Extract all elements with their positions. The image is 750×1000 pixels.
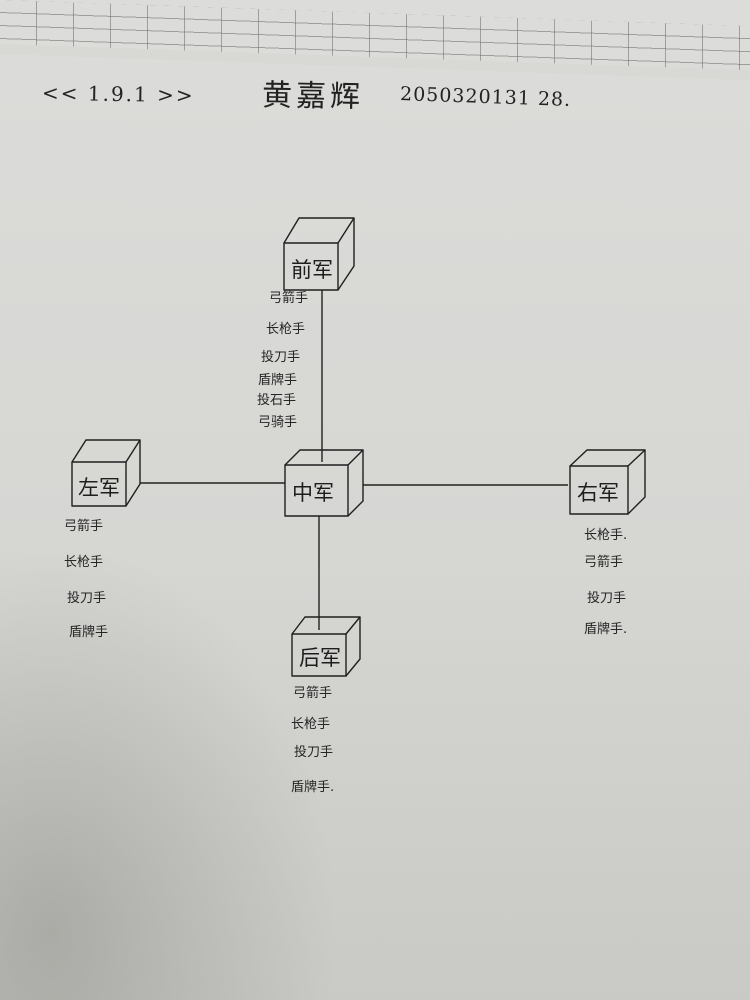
left-role-4: 盾牌手 xyxy=(69,624,108,640)
left-role-2: 长枪手 xyxy=(64,554,103,570)
rear-role-4: 盾牌手. xyxy=(291,779,334,795)
left-role-1: 弓箭手 xyxy=(64,518,103,534)
cube-right: 右军 xyxy=(569,449,646,515)
rear-role-list: 弓箭手 长枪手 投刀手 盾牌手. xyxy=(291,685,334,795)
front-role-3: 投刀手 xyxy=(261,349,300,365)
rear-role-3: 投刀手 xyxy=(294,744,333,760)
right-role-3: 投刀手 xyxy=(587,590,626,606)
cube-center: 中军 xyxy=(284,449,364,517)
cube-rear: 后军 xyxy=(291,616,361,677)
right-role-2: 弓箭手 xyxy=(584,554,623,570)
rear-role-1: 弓箭手 xyxy=(293,685,332,701)
front-role-6: 弓骑手 xyxy=(258,415,297,430)
cube-right-label: 右军 xyxy=(577,481,619,505)
front-role-2: 长枪手 xyxy=(266,321,305,337)
left-role-3: 投刀手 xyxy=(67,590,106,606)
front-role-5: 投石手 xyxy=(257,392,296,408)
right-role-list: 长枪手. 弓箭手 投刀手 盾牌手. xyxy=(584,527,627,637)
front-role-list: 弓箭手 长枪手 投刀手 盾牌手 投石手 弓骑手 xyxy=(257,290,308,430)
cube-front: 前军 xyxy=(283,217,355,291)
right-role-4: 盾牌手. xyxy=(584,621,627,637)
front-role-4: 盾牌手 xyxy=(258,372,297,388)
cube-left-label: 左军 xyxy=(78,476,120,500)
cube-rear-label: 后军 xyxy=(299,646,341,670)
cube-front-label: 前军 xyxy=(291,258,333,282)
left-role-list: 弓箭手 长枪手 投刀手 盾牌手 xyxy=(64,518,108,640)
cube-center-label: 中军 xyxy=(292,481,334,505)
right-role-1: 长枪手. xyxy=(584,527,627,543)
front-role-1: 弓箭手 xyxy=(269,290,308,306)
rear-role-2: 长枪手 xyxy=(291,716,330,732)
cube-left: 左军 xyxy=(71,439,141,507)
connector-lines xyxy=(140,290,568,630)
